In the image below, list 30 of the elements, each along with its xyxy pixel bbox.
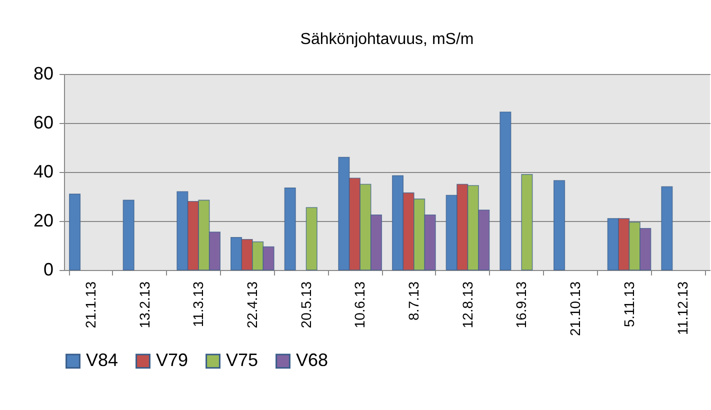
x-tick-label: 8.7.13 <box>405 281 422 320</box>
x-tick-label: 10.6.13 <box>352 281 368 328</box>
chart-title: Sähkönjohtavuus, mS/m <box>300 31 474 48</box>
x-tick-label: 21.1.13 <box>82 281 98 328</box>
legend-label: V75 <box>226 350 258 370</box>
legend-label: V68 <box>296 350 328 370</box>
bar <box>553 180 566 270</box>
y-tick-label: 20 <box>33 210 54 230</box>
bar <box>500 112 512 270</box>
legend-label: V79 <box>156 350 188 370</box>
x-tick-label: 20.5.13 <box>298 281 314 328</box>
x-tick-label: 5.11.13 <box>620 281 637 328</box>
x-tick-label: 16.9.13 <box>513 281 530 328</box>
y-tick-label: 60 <box>33 112 54 132</box>
y-tick-label: 40 <box>33 162 54 182</box>
x-tick-label: 22.4.13 <box>244 281 260 328</box>
bar <box>122 200 134 270</box>
y-tick-label: 80 <box>33 64 54 84</box>
x-tick-label: 13.2.13 <box>136 281 152 328</box>
bar <box>306 207 318 270</box>
x-tick-label: 21.10.13 <box>566 281 583 336</box>
bar <box>68 194 81 270</box>
y-tick-label: 0 <box>43 260 54 280</box>
bar <box>284 188 296 270</box>
x-tick-label: 12.8.13 <box>459 281 476 328</box>
bar <box>521 174 533 270</box>
x-tick-label: 11.12.13 <box>674 281 691 335</box>
x-tick-label: 11.3.13 <box>190 281 206 328</box>
bar <box>661 186 673 270</box>
legend-label: V84 <box>86 350 118 370</box>
